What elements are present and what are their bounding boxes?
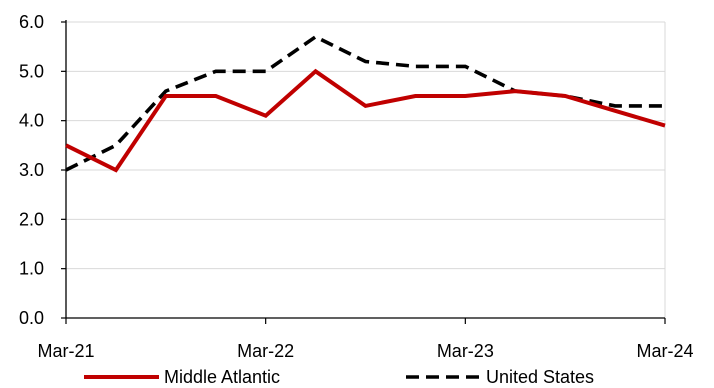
- legend: Middle Atlantic United States: [84, 367, 594, 387]
- gridlines: [66, 21, 666, 318]
- x-tick-label: Mar-21: [37, 341, 94, 361]
- series-line: [65, 34, 665, 172]
- y-tick-label: 1.0: [19, 259, 44, 279]
- y-tick-label: 0.0: [19, 308, 44, 328]
- series-lines: [65, 34, 666, 173]
- y-tick-label: 3.0: [19, 160, 44, 180]
- y-tick-label: 6.0: [19, 12, 44, 32]
- x-tick-label: Mar-22: [237, 341, 294, 361]
- y-tick-label: 5.0: [19, 61, 44, 81]
- y-axis-ticks: 0.0 1.0 2.0 3.0 4.0 5.0 6.0: [19, 12, 66, 328]
- legend-label: Middle Atlantic: [164, 367, 280, 387]
- x-tick-label: Mar-23: [437, 341, 494, 361]
- axes: [65, 20, 665, 319]
- y-tick-label: 2.0: [19, 209, 44, 229]
- x-tick-label: Mar-24: [636, 341, 693, 361]
- series-line: [65, 68, 666, 173]
- y-tick-label: 4.0: [19, 111, 44, 131]
- x-axis-ticks: Mar-21 Mar-22 Mar-23 Mar-24: [37, 318, 694, 361]
- legend-label: United States: [486, 367, 594, 387]
